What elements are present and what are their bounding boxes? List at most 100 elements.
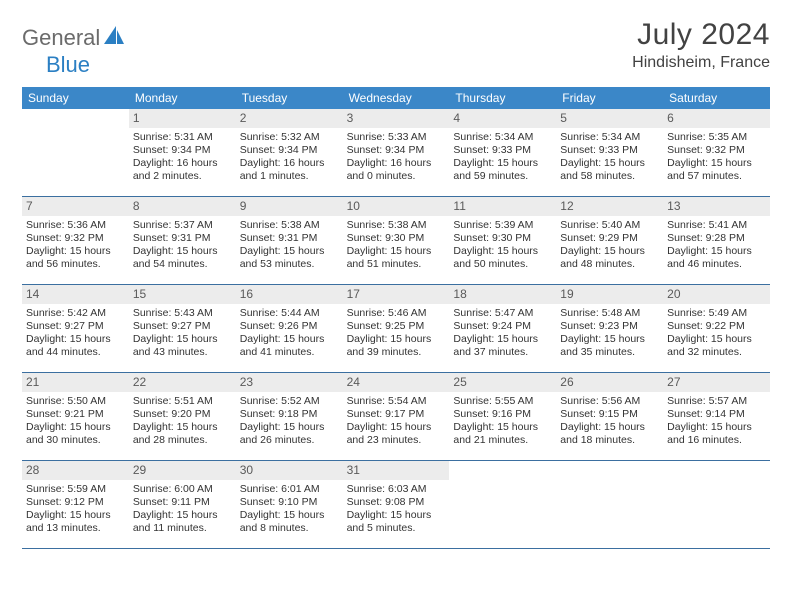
daylight-line: Daylight: 15 hours and 16 minutes. (667, 421, 766, 447)
sunrise-line: Sunrise: 5:37 AM (133, 219, 232, 232)
sunrise-line: Sunrise: 5:41 AM (667, 219, 766, 232)
calendar-cell: 16Sunrise: 5:44 AMSunset: 9:26 PMDayligh… (236, 285, 343, 373)
calendar-cell: 8Sunrise: 5:37 AMSunset: 9:31 PMDaylight… (129, 197, 236, 285)
sunset-line: Sunset: 9:28 PM (667, 232, 766, 245)
sunrise-line: Sunrise: 5:49 AM (667, 307, 766, 320)
day-number: 23 (236, 373, 343, 392)
sunset-line: Sunset: 9:33 PM (453, 144, 552, 157)
sunrise-line: Sunrise: 5:38 AM (240, 219, 339, 232)
weekday-header: Tuesday (236, 87, 343, 109)
sunset-line: Sunset: 9:31 PM (133, 232, 232, 245)
sunset-line: Sunset: 9:14 PM (667, 408, 766, 421)
daylight-line: Daylight: 15 hours and 13 minutes. (26, 509, 125, 535)
daylight-line: Daylight: 15 hours and 32 minutes. (667, 333, 766, 359)
calendar-cell: 10Sunrise: 5:38 AMSunset: 9:30 PMDayligh… (343, 197, 450, 285)
sunset-line: Sunset: 9:34 PM (240, 144, 339, 157)
sunset-line: Sunset: 9:30 PM (453, 232, 552, 245)
calendar-cell: 21Sunrise: 5:50 AMSunset: 9:21 PMDayligh… (22, 373, 129, 461)
sunset-line: Sunset: 9:27 PM (26, 320, 125, 333)
daylight-line: Daylight: 16 hours and 1 minutes. (240, 157, 339, 183)
day-number: 31 (343, 461, 450, 480)
day-number: 24 (343, 373, 450, 392)
sunset-line: Sunset: 9:12 PM (26, 496, 125, 509)
day-number: 3 (343, 109, 450, 128)
calendar-cell: 26Sunrise: 5:56 AMSunset: 9:15 PMDayligh… (556, 373, 663, 461)
sunset-line: Sunset: 9:18 PM (240, 408, 339, 421)
calendar-cell: 18Sunrise: 5:47 AMSunset: 9:24 PMDayligh… (449, 285, 556, 373)
day-number: 16 (236, 285, 343, 304)
calendar-cell: 27Sunrise: 5:57 AMSunset: 9:14 PMDayligh… (663, 373, 770, 461)
day-number: 21 (22, 373, 129, 392)
day-number: 9 (236, 197, 343, 216)
sunset-line: Sunset: 9:34 PM (133, 144, 232, 157)
day-number: 20 (663, 285, 770, 304)
day-number: 18 (449, 285, 556, 304)
calendar-cell: 22Sunrise: 5:51 AMSunset: 9:20 PMDayligh… (129, 373, 236, 461)
day-number: 22 (129, 373, 236, 392)
logo: General (22, 18, 128, 51)
sunset-line: Sunset: 9:32 PM (667, 144, 766, 157)
sunset-line: Sunset: 9:31 PM (240, 232, 339, 245)
calendar-cell: 4Sunrise: 5:34 AMSunset: 9:33 PMDaylight… (449, 109, 556, 197)
sunrise-line: Sunrise: 5:38 AM (347, 219, 446, 232)
sunrise-line: Sunrise: 5:56 AM (560, 395, 659, 408)
calendar-cell: 24Sunrise: 5:54 AMSunset: 9:17 PMDayligh… (343, 373, 450, 461)
sunset-line: Sunset: 9:34 PM (347, 144, 446, 157)
daylight-line: Daylight: 15 hours and 48 minutes. (560, 245, 659, 271)
calendar-cell: 20Sunrise: 5:49 AMSunset: 9:22 PMDayligh… (663, 285, 770, 373)
sunrise-line: Sunrise: 5:42 AM (26, 307, 125, 320)
sunrise-line: Sunrise: 5:50 AM (26, 395, 125, 408)
calendar-cell: . (663, 461, 770, 549)
daylight-line: Daylight: 15 hours and 30 minutes. (26, 421, 125, 447)
calendar-cell: 3Sunrise: 5:33 AMSunset: 9:34 PMDaylight… (343, 109, 450, 197)
calendar-cell: 31Sunrise: 6:03 AMSunset: 9:08 PMDayligh… (343, 461, 450, 549)
day-number: 30 (236, 461, 343, 480)
daylight-line: Daylight: 16 hours and 2 minutes. (133, 157, 232, 183)
day-number: 10 (343, 197, 450, 216)
sunset-line: Sunset: 9:17 PM (347, 408, 446, 421)
day-number: 14 (22, 285, 129, 304)
daylight-line: Daylight: 15 hours and 51 minutes. (347, 245, 446, 271)
sunrise-line: Sunrise: 5:51 AM (133, 395, 232, 408)
daylight-line: Daylight: 15 hours and 50 minutes. (453, 245, 552, 271)
daylight-line: Daylight: 15 hours and 43 minutes. (133, 333, 232, 359)
calendar-cell: . (22, 109, 129, 197)
calendar-cell: 11Sunrise: 5:39 AMSunset: 9:30 PMDayligh… (449, 197, 556, 285)
sunrise-line: Sunrise: 5:48 AM (560, 307, 659, 320)
sunrise-line: Sunrise: 5:32 AM (240, 131, 339, 144)
sunrise-line: Sunrise: 6:00 AM (133, 483, 232, 496)
weekday-header: Friday (556, 87, 663, 109)
sunrise-line: Sunrise: 5:34 AM (560, 131, 659, 144)
sunset-line: Sunset: 9:25 PM (347, 320, 446, 333)
daylight-line: Daylight: 15 hours and 35 minutes. (560, 333, 659, 359)
calendar-cell: 14Sunrise: 5:42 AMSunset: 9:27 PMDayligh… (22, 285, 129, 373)
sunrise-line: Sunrise: 5:35 AM (667, 131, 766, 144)
sunrise-line: Sunrise: 5:36 AM (26, 219, 125, 232)
day-number: 26 (556, 373, 663, 392)
sunset-line: Sunset: 9:32 PM (26, 232, 125, 245)
daylight-line: Daylight: 16 hours and 0 minutes. (347, 157, 446, 183)
sunrise-line: Sunrise: 5:54 AM (347, 395, 446, 408)
daylight-line: Daylight: 15 hours and 56 minutes. (26, 245, 125, 271)
day-number: 7 (22, 197, 129, 216)
weekday-header: Wednesday (343, 87, 450, 109)
daylight-line: Daylight: 15 hours and 37 minutes. (453, 333, 552, 359)
sunset-line: Sunset: 9:10 PM (240, 496, 339, 509)
logo-sail-icon (102, 24, 126, 51)
day-number: 25 (449, 373, 556, 392)
daylight-line: Daylight: 15 hours and 58 minutes. (560, 157, 659, 183)
sunset-line: Sunset: 9:16 PM (453, 408, 552, 421)
calendar-cell: 25Sunrise: 5:55 AMSunset: 9:16 PMDayligh… (449, 373, 556, 461)
sunrise-line: Sunrise: 5:34 AM (453, 131, 552, 144)
sunrise-line: Sunrise: 5:31 AM (133, 131, 232, 144)
calendar-cell: 15Sunrise: 5:43 AMSunset: 9:27 PMDayligh… (129, 285, 236, 373)
sunrise-line: Sunrise: 5:40 AM (560, 219, 659, 232)
day-number: 4 (449, 109, 556, 128)
sunset-line: Sunset: 9:23 PM (560, 320, 659, 333)
day-number: 27 (663, 373, 770, 392)
daylight-line: Daylight: 15 hours and 26 minutes. (240, 421, 339, 447)
sunrise-line: Sunrise: 5:55 AM (453, 395, 552, 408)
sunset-line: Sunset: 9:24 PM (453, 320, 552, 333)
title-block: July 2024 Hindisheim, France (632, 18, 770, 72)
calendar-cell: 28Sunrise: 5:59 AMSunset: 9:12 PMDayligh… (22, 461, 129, 549)
